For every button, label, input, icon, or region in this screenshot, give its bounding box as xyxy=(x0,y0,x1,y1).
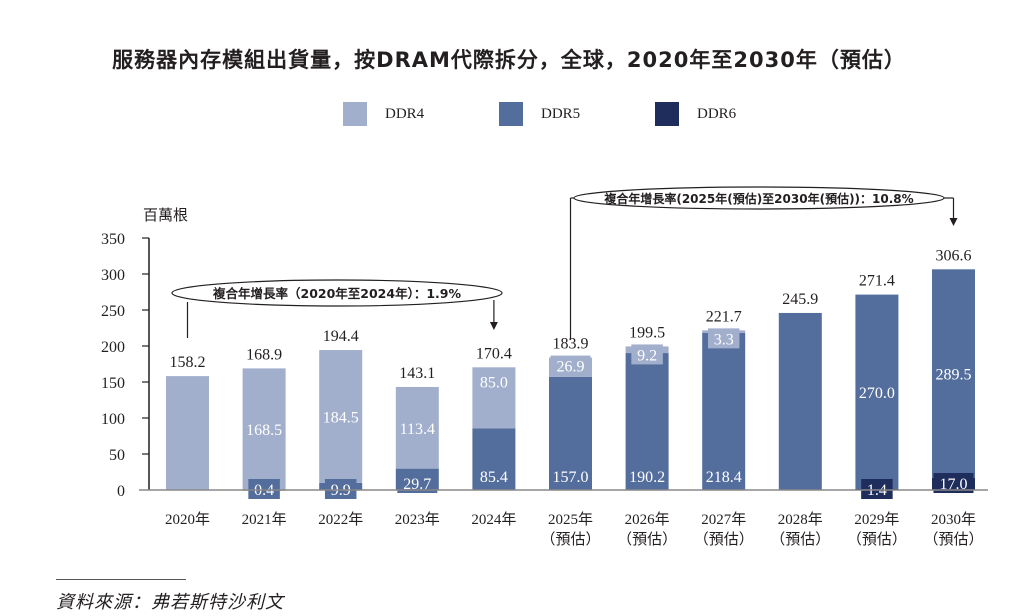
x-tick-label: 2028年 xyxy=(778,511,823,528)
legend-label-ddr5: DDR5 xyxy=(541,105,581,122)
segment-label-bg xyxy=(707,328,740,349)
segment-label: 3.3 xyxy=(714,331,734,348)
x-tick-note: （預估） xyxy=(617,530,677,548)
bar-ddr4-2023 xyxy=(395,386,439,469)
y-tick-label: 50 xyxy=(109,447,125,464)
segment-label: 157.0 xyxy=(553,469,589,486)
total-label: 143.1 xyxy=(399,365,435,382)
x-tick-note: （預估） xyxy=(540,530,600,548)
cagr-annotation-2025-2030-arrow-icon xyxy=(949,218,958,226)
legend-swatch-ddr6 xyxy=(655,102,679,126)
legend-item-ddr6: DDR6 xyxy=(655,102,736,126)
bar-ddr4-2020 xyxy=(166,376,209,490)
x-tick-label: 2020年 xyxy=(165,511,210,528)
source-divider xyxy=(56,579,186,580)
total-label: 194.4 xyxy=(323,328,359,345)
x-tick-label: 2025年 xyxy=(548,511,593,528)
segment-label-bg xyxy=(324,479,357,499)
legend-label-ddr6: DDR6 xyxy=(697,105,737,122)
bar-ddr5-2028 xyxy=(778,312,822,490)
segment-label-bg xyxy=(631,344,663,365)
x-tick-label: 2026年 xyxy=(625,511,670,528)
segment-label: 29.7 xyxy=(403,476,431,493)
legend-label-ddr4: DDR4 xyxy=(385,105,425,122)
y-tick-label: 200 xyxy=(101,339,125,356)
y-axis-label: 百萬根 xyxy=(143,206,188,224)
segment-label: 289.5 xyxy=(936,367,972,384)
x-tick-label: 2027年 xyxy=(701,511,746,528)
segment-label: 168.5 xyxy=(246,422,282,439)
cagr-annotation-2020-2024-arrow-icon xyxy=(489,322,498,330)
cagr-annotation-2020-2024-ellipse xyxy=(171,279,503,307)
segment-label-bg xyxy=(933,473,974,493)
chart-title: 服務器內存模組出貨量，按DRAM代際拆分，全球，2020年至2030年（預估） xyxy=(112,48,906,72)
x-tick-label: 2023年 xyxy=(395,511,440,528)
total-label: 199.5 xyxy=(629,324,665,341)
total-label: 245.9 xyxy=(782,291,818,308)
bar-ddr5-2027 xyxy=(702,332,746,490)
bar-ddr4-2024 xyxy=(472,367,516,429)
segment-label-bg xyxy=(248,479,280,499)
bar-ddr5-2030 xyxy=(932,269,975,478)
y-tick-label: 150 xyxy=(101,375,125,392)
segment-label-bg xyxy=(550,355,591,376)
x-tick-label: 2029年 xyxy=(854,511,899,528)
segment-label: 85.0 xyxy=(480,374,508,391)
segment-label: 190.2 xyxy=(629,469,665,486)
segment-label: 26.9 xyxy=(557,359,585,376)
x-tick-note: （預估） xyxy=(770,530,830,548)
segment-label: 113.4 xyxy=(400,421,435,438)
x-tick-label: 2030年 xyxy=(931,511,976,528)
segment-label: 17.0 xyxy=(940,476,968,493)
cagr-annotation-2020-2024-text: 複合年增長率（2020年至2024年）：1.9% xyxy=(212,286,461,301)
x-tick-label: 2021年 xyxy=(242,511,287,528)
segment-label-bg xyxy=(861,479,893,499)
legend-item-ddr4: DDR4 xyxy=(343,102,424,126)
segment-label: 184.5 xyxy=(323,409,359,426)
cagr-annotation-2025-2030-text: 複合年增長率(2025年(預估)至2030年(預估))：10.8% xyxy=(603,191,913,206)
y-tick-label: 300 xyxy=(101,267,125,284)
bar-ddr4-2021 xyxy=(242,368,286,490)
legend-swatch-ddr5 xyxy=(499,102,523,126)
total-label: 168.9 xyxy=(246,346,282,363)
y-tick-label: 0 xyxy=(117,483,125,500)
segment-label: 270.0 xyxy=(859,385,895,402)
x-tick-note: （預估） xyxy=(923,530,983,548)
total-label: 306.6 xyxy=(936,247,972,264)
x-tick-note: （預估） xyxy=(847,530,907,548)
x-tick-label: 2022年 xyxy=(318,511,363,528)
cagr-annotation-2025-2030-ellipse xyxy=(573,186,945,210)
legend-swatch-ddr4 xyxy=(343,102,367,126)
bar-ddr4-2022 xyxy=(319,350,363,483)
bar-ddr5-2026 xyxy=(625,353,669,490)
total-label: 221.7 xyxy=(706,308,742,325)
x-tick-label: 2024年 xyxy=(471,511,516,528)
total-label: 170.4 xyxy=(476,345,512,362)
y-tick-label: 250 xyxy=(101,303,125,320)
bar-ddr5-2029 xyxy=(855,294,899,489)
bar-ddr5-2025 xyxy=(549,376,592,490)
segment-label: 218.4 xyxy=(706,469,742,486)
bar-ddr5-2024 xyxy=(472,428,516,490)
total-label: 158.2 xyxy=(170,354,206,371)
y-tick-label: 350 xyxy=(101,231,125,248)
legend-item-ddr5: DDR5 xyxy=(499,102,580,126)
x-tick-note: （預估） xyxy=(694,530,754,548)
segment-label: 85.4 xyxy=(480,469,508,486)
segment-label: 9.2 xyxy=(637,347,657,364)
total-label: 183.9 xyxy=(553,336,589,353)
y-tick-label: 100 xyxy=(101,411,125,428)
source-note: 資料來源：弗若斯特沙利文 xyxy=(56,592,284,613)
total-label: 271.4 xyxy=(859,273,895,290)
segment-label-bg xyxy=(397,473,438,493)
